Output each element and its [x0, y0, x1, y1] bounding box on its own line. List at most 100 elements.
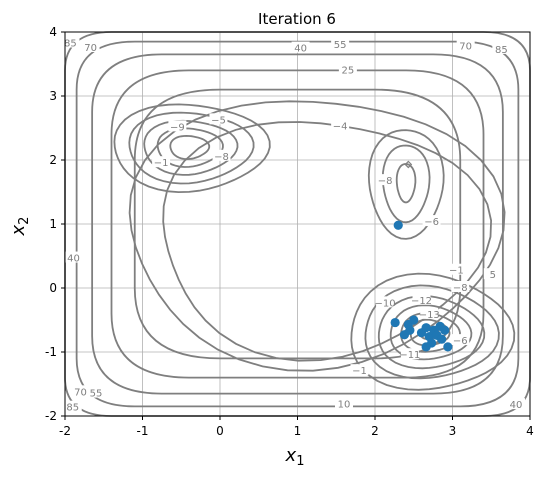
contour-label-bg — [331, 37, 350, 49]
y-tick-label: 4 — [49, 25, 57, 39]
chart-title: Iteration 6 — [258, 10, 336, 28]
contour-label: 85 — [64, 39, 77, 50]
contour-label: 40 — [510, 400, 523, 411]
data-point — [405, 325, 415, 335]
contour-label-bg — [451, 281, 470, 292]
contour-line — [91, 53, 504, 395]
contour-label-bg — [335, 397, 353, 409]
contour-label-bg — [209, 113, 228, 125]
contour-label-bg — [338, 63, 357, 75]
contour-label-bg — [63, 400, 82, 412]
contour-label-bg — [376, 174, 395, 186]
contour-label-bg — [400, 348, 419, 360]
contour-label-bg — [507, 398, 526, 410]
y-tick-label: -2 — [45, 409, 57, 423]
contour-line — [143, 119, 239, 176]
x-tick-label: 3 — [449, 424, 457, 438]
contour-label-bg — [168, 120, 187, 132]
contour-label-bg — [331, 119, 350, 131]
y-tick-label: 0 — [49, 281, 57, 295]
contour-labels: 85 70 40 55 25 70 85 −9 −5 −4 −8 −1 −8 −6 40 −1 −8 5 −12 −1… — [61, 36, 526, 414]
contour-label-bg — [456, 39, 475, 51]
contour-label: 70 — [459, 42, 472, 53]
contour-label: 85 — [495, 45, 508, 56]
contour-label-bg — [81, 41, 100, 52]
x-tick-label: 1 — [294, 424, 302, 438]
contour-label-bg — [61, 36, 80, 48]
contour-label-bg — [212, 149, 231, 161]
contour-label: 25 — [342, 65, 355, 76]
data-point — [443, 342, 453, 352]
contour-label: −9 — [170, 122, 185, 133]
contour-label: −11 — [399, 350, 420, 361]
x-tick-label: 0 — [216, 424, 224, 438]
contour-label: −1 — [352, 366, 367, 377]
contour-label: −1 — [449, 266, 464, 277]
contour-label: 55 — [334, 40, 347, 51]
contour-label: 5 — [490, 270, 496, 281]
data-point — [440, 325, 450, 335]
x-tick-label: -1 — [137, 424, 149, 438]
x-tick-label: 2 — [371, 424, 379, 438]
contour-label-bg — [87, 386, 105, 398]
contour-line — [389, 304, 473, 361]
contour-label-bg — [350, 364, 369, 376]
contour-label-bg — [71, 385, 90, 397]
y-axis-label: x2 — [8, 217, 32, 237]
contour-label: 70 — [74, 387, 87, 398]
contour-line — [113, 103, 271, 194]
data-point — [421, 323, 431, 333]
contour-label: 10 — [338, 399, 351, 410]
contour-label-bg — [64, 251, 83, 263]
contour-line — [162, 121, 493, 362]
x-axis-label: x1 — [285, 445, 305, 469]
contour-label: −6 — [453, 336, 468, 347]
contour-label: −1 — [154, 158, 169, 169]
contour-line — [169, 134, 211, 161]
data-point — [390, 317, 400, 328]
y-tick-label: 2 — [49, 153, 57, 167]
contour-line — [75, 40, 520, 408]
contour-label: −8 — [378, 176, 393, 187]
contour-label: −12 — [411, 296, 432, 307]
contour-label: 40 — [294, 44, 307, 55]
y-tick-label: 1 — [49, 217, 57, 231]
x-tick-label: 4 — [526, 424, 534, 438]
contour-label-bg — [422, 215, 441, 227]
contour-label-bg — [420, 307, 439, 319]
contour-label-bg — [492, 42, 511, 54]
contour-line — [364, 284, 500, 380]
data-point — [421, 342, 431, 352]
contour-label-bg — [291, 41, 310, 53]
data-point — [437, 334, 447, 344]
contour-line — [133, 88, 462, 360]
contour-label-bg — [152, 156, 171, 168]
contour-label: 70 — [84, 43, 97, 54]
contour-label-bg — [451, 334, 470, 346]
x-tick-label: -2 — [59, 424, 71, 438]
data-point — [409, 315, 419, 325]
contour-label: −13 — [419, 310, 440, 321]
contour-label-bg — [483, 268, 502, 280]
contour-label-bg — [447, 263, 466, 275]
contour-line — [367, 129, 445, 240]
contour-label: 85 — [66, 403, 79, 414]
contour-label: −5 — [211, 115, 226, 126]
contour-line — [156, 127, 224, 168]
data-point — [393, 220, 403, 230]
data-points — [390, 220, 453, 352]
contour-label: −10 — [375, 298, 396, 309]
y-tick-label: 3 — [49, 89, 57, 103]
contour-label: −8 — [453, 283, 468, 294]
y-tick-label: -1 — [45, 345, 57, 359]
contour-label: −8 — [214, 152, 229, 163]
contour-label: 55 — [90, 389, 103, 400]
contour-label-bg — [412, 293, 431, 305]
contour-label-bg — [376, 296, 395, 308]
contour-peak-marker — [404, 160, 413, 169]
contour-label: −6 — [424, 217, 439, 228]
contour-line — [377, 295, 486, 370]
contour-label: 40 — [67, 254, 80, 265]
